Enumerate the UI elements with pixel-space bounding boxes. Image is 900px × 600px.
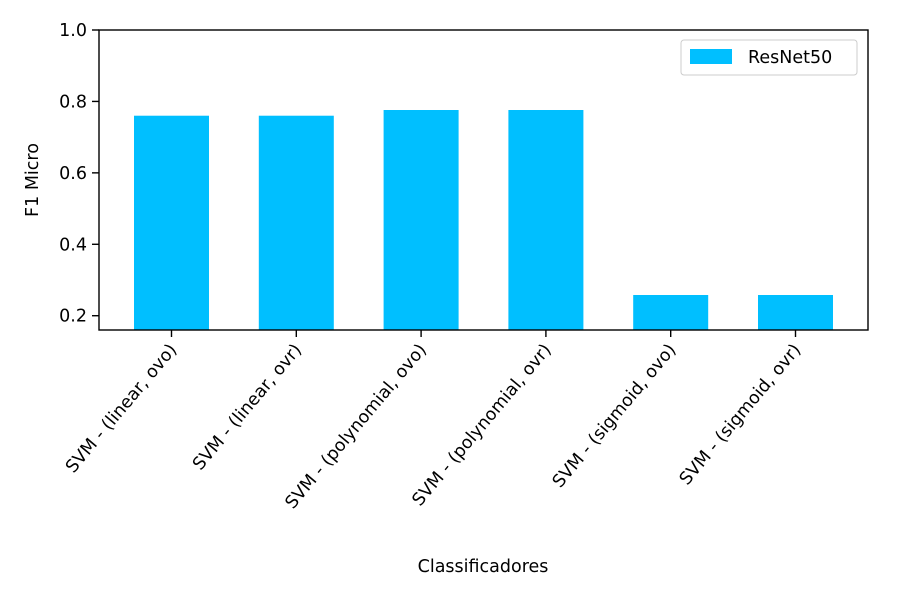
bars-group <box>134 110 833 330</box>
y-tick-label-4: 0.8 <box>59 92 87 112</box>
x-tick-label-6: SVM - (sigmoid, ovr) <box>676 340 805 489</box>
x-axis-title: Classificadores <box>418 557 549 577</box>
x-tick-label-1: SVM - (linear, ovo) <box>62 340 181 477</box>
y-tick-label-5: 1.0 <box>59 21 87 41</box>
legend: ResNet50 <box>680 39 858 76</box>
y-tick-label-3: 0.6 <box>59 164 87 184</box>
bar-5 <box>633 295 709 330</box>
x-tick-label-4: SVM - (polynomial, ovr) <box>409 340 556 510</box>
legend-frame <box>680 39 858 76</box>
bar-6 <box>758 295 833 330</box>
bar-2 <box>258 115 334 330</box>
x-tick-label-3: SVM - (polynomial, ovo) <box>282 340 431 513</box>
y-axis: 0.2 0.4 0.6 0.8 1.0 <box>59 21 99 327</box>
x-axis: SVM - (linear, ovo) SVM - (linear, ovr)SV… <box>62 330 805 513</box>
legend-label-resnet50: ResNet50 <box>748 48 832 68</box>
bar-3 <box>383 110 459 330</box>
bar-1 <box>134 115 209 330</box>
y-tick-label-1: 0.2 <box>59 307 87 327</box>
bar-4 <box>508 110 584 330</box>
y-tick-label-2: 0.4 <box>59 235 87 255</box>
x-tick-label-5: SVM - (sigmoid, ovo) <box>549 340 681 491</box>
y-axis-title: F1 Micro <box>23 143 43 217</box>
legend-swatch-resnet50 <box>690 49 732 64</box>
x-tick-label-2: SVM - (linear, ovr) <box>189 340 306 474</box>
plot-frame <box>98 29 869 331</box>
